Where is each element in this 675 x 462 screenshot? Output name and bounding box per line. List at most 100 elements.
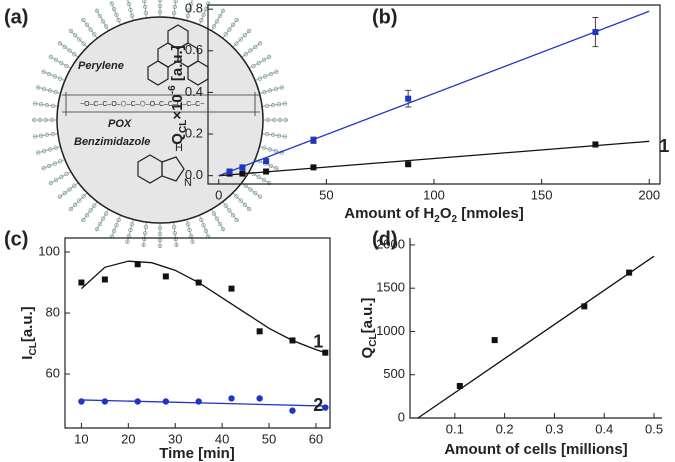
chain-bead bbox=[282, 101, 288, 106]
data-point bbox=[289, 407, 296, 414]
chain-bead bbox=[257, 194, 263, 199]
chain-bead bbox=[238, 37, 243, 42]
chain-bead bbox=[62, 190, 67, 196]
chain-bead bbox=[238, 198, 243, 203]
chain-bead bbox=[257, 76, 262, 81]
chain-bead bbox=[234, 194, 239, 199]
x-tick-label: 100 bbox=[423, 187, 445, 202]
chain-bead bbox=[53, 57, 59, 63]
chain-bead bbox=[92, 32, 97, 37]
chain-bead bbox=[171, 10, 177, 16]
x-tick-label: 0.2 bbox=[496, 421, 514, 436]
chain-bead bbox=[227, 27, 232, 32]
benzimidazole-structure bbox=[137, 154, 185, 184]
axis-label: Time [min] bbox=[159, 445, 235, 462]
chain-bead bbox=[187, 7, 192, 13]
data-point bbox=[101, 276, 108, 283]
diagram-label: Benzimidazole bbox=[74, 136, 150, 148]
axis-label-part: [a.u.] bbox=[19, 306, 36, 342]
chain-bead bbox=[142, 4, 148, 10]
series-label: 1 bbox=[313, 331, 323, 351]
axis-label-part: Q bbox=[359, 346, 376, 358]
chain-bead bbox=[251, 63, 256, 69]
chain-bead bbox=[97, 13, 103, 19]
chain-bead bbox=[58, 76, 63, 81]
chain-bead bbox=[199, 217, 204, 222]
chain-bead bbox=[273, 86, 279, 92]
chain-bead bbox=[125, 239, 130, 244]
chain-bead bbox=[36, 85, 41, 90]
chain-bead bbox=[47, 147, 53, 152]
panel-label: (c) bbox=[4, 228, 28, 250]
data-point bbox=[256, 395, 263, 402]
chain-bead bbox=[270, 102, 276, 108]
chain-bead bbox=[223, 32, 228, 37]
chain-bead bbox=[38, 133, 44, 138]
chain-bead bbox=[31, 117, 37, 123]
chain-bead bbox=[100, 216, 106, 221]
chain-bead bbox=[256, 60, 261, 66]
chain-bead bbox=[248, 187, 253, 192]
data-point bbox=[78, 279, 85, 286]
chain-bead bbox=[174, 242, 179, 248]
x-tick-label: 0.4 bbox=[595, 421, 613, 436]
axis-label: QCL[a.u.] bbox=[359, 298, 379, 359]
chain-bead bbox=[266, 180, 272, 186]
chain-bead bbox=[41, 86, 47, 92]
chain-bead bbox=[214, 216, 220, 221]
chain-bead bbox=[157, 225, 163, 231]
panel-label: (a) bbox=[4, 6, 28, 28]
chain-bead bbox=[190, 239, 195, 244]
x-tick-label: 0.5 bbox=[645, 421, 663, 436]
chain-bead bbox=[81, 217, 86, 223]
axis-label-part: ×10 bbox=[169, 94, 186, 119]
axis-label-part: O bbox=[440, 205, 452, 222]
chain-bead bbox=[52, 161, 57, 166]
chain-bead bbox=[261, 177, 267, 183]
data-point bbox=[310, 137, 317, 144]
chain-bead bbox=[263, 74, 268, 79]
chain-bead bbox=[172, 230, 178, 236]
data-point bbox=[134, 398, 141, 405]
chain-bead bbox=[92, 203, 97, 208]
chain-bead bbox=[261, 57, 267, 63]
chain-bead bbox=[64, 63, 69, 69]
x-tick-label: 0 bbox=[215, 187, 222, 202]
chain-bead bbox=[214, 19, 220, 24]
axis-frame bbox=[409, 238, 662, 419]
chain-bead bbox=[246, 206, 252, 212]
chain-bead bbox=[49, 117, 55, 123]
y-tick-label: 0.6 bbox=[185, 42, 203, 57]
chain-bead bbox=[67, 187, 72, 192]
chain-bead bbox=[72, 32, 78, 38]
data-point bbox=[491, 337, 498, 344]
y-tick-label: 2000 bbox=[376, 236, 405, 251]
chain-bead bbox=[94, 226, 100, 232]
data-point bbox=[101, 398, 109, 405]
chain-bead bbox=[279, 85, 284, 90]
y-tick-label: 1000 bbox=[376, 323, 405, 338]
axis-label-part: Amount of cells [millions] bbox=[444, 441, 627, 458]
fit-line bbox=[218, 140, 650, 177]
data-point bbox=[322, 404, 329, 411]
data-point bbox=[322, 349, 329, 356]
axis-label-part: CL bbox=[178, 120, 189, 133]
x-tick-label: 50 bbox=[262, 431, 276, 446]
chain-bead bbox=[72, 183, 77, 188]
axis-frame bbox=[64, 237, 331, 429]
chain-bead bbox=[88, 27, 93, 32]
axis-label: ICL[a.u.] bbox=[19, 306, 39, 359]
chain-bead bbox=[276, 102, 282, 107]
y-tick-label: 0.2 bbox=[185, 125, 203, 140]
chain-bead bbox=[234, 17, 239, 23]
chain-bead bbox=[157, 243, 163, 249]
chain-bead bbox=[157, 0, 163, 3]
chain-bead bbox=[142, 236, 147, 242]
y-tick-label: 500 bbox=[383, 366, 405, 381]
chain-bead bbox=[188, 1, 194, 7]
chain-bead bbox=[234, 217, 239, 223]
chain-bead bbox=[253, 44, 258, 50]
y-tick-label: 0.4 bbox=[185, 84, 203, 99]
x-tick-label: 0.1 bbox=[446, 421, 464, 436]
chain-bead bbox=[67, 48, 72, 53]
